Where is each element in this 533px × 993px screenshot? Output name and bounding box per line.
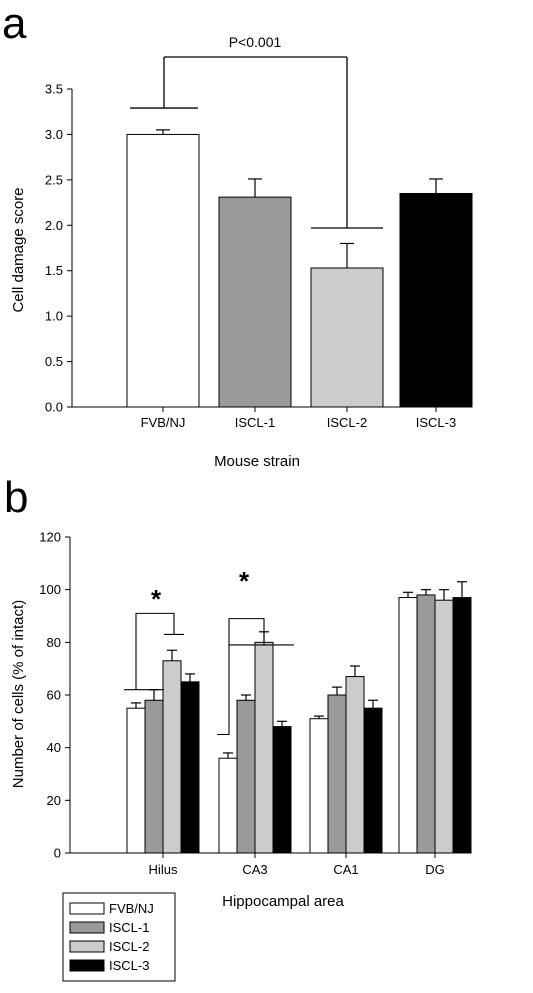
chart-a-xtick-label: ISCL-1 xyxy=(235,415,275,430)
legend-swatch-iscl-1 xyxy=(69,921,105,934)
panel-a-letter: a xyxy=(2,0,27,48)
bar-dg-iscl-1 xyxy=(416,594,436,854)
chart-a-ytick-label: 3.5 xyxy=(45,82,63,97)
chart-a-ytick-label: 2.0 xyxy=(45,218,63,233)
bar-dg-fvb-nj xyxy=(398,597,418,854)
bar-iscl-2 xyxy=(310,267,384,408)
chart-b-ylabel: Number of cells (% of intact) xyxy=(10,600,27,788)
chart-b-ytick-label: 120 xyxy=(39,530,61,545)
bar-hilus-iscl-2 xyxy=(162,660,182,854)
p-value-label: P<0.001 xyxy=(229,34,282,50)
bar-iscl-3 xyxy=(399,192,473,408)
legend: FVB/NJ ISCL-1 ISCL-2 ISCL-3 xyxy=(62,892,176,982)
bar-ca1-iscl-2 xyxy=(345,676,365,854)
bar-ca3-iscl-1 xyxy=(236,699,256,854)
bar-ca3-fvb-nj xyxy=(218,757,238,854)
chart-b-xtick-label: Hilus xyxy=(149,862,178,877)
chart-a-ylabel: Cell damage score xyxy=(10,187,27,312)
bracket-ca3 xyxy=(217,618,294,736)
chart-b: 0 20 40 60 80 100 120 Hilus CA3 CA1 DG xyxy=(39,530,472,877)
chart-a-ytick-label: 1.5 xyxy=(45,263,63,278)
chart-a-annotation: P<0.001 xyxy=(130,34,383,229)
bracket-hilus xyxy=(124,612,184,691)
chart-a-ytick-label: 1.0 xyxy=(45,309,63,324)
chart-b-xtick-label: CA3 xyxy=(242,862,267,877)
significance-star-hilus: * xyxy=(151,584,162,614)
bar-hilus-fvb-nj xyxy=(126,707,146,854)
bar-dg-iscl-2 xyxy=(434,599,454,854)
legend-label-iscl-2: ISCL-2 xyxy=(109,939,149,954)
bar-ca3-iscl-3 xyxy=(272,726,292,854)
chart-a-ytick-label: 0.5 xyxy=(45,354,63,369)
bar-fvb-nj xyxy=(126,133,200,408)
chart-b-xtick-label: DG xyxy=(425,862,445,877)
legend-swatch-fvb-nj xyxy=(69,902,105,915)
bar-hilus-iscl-3 xyxy=(180,681,200,854)
legend-swatch-iscl-3 xyxy=(69,959,105,972)
bar-dg-iscl-3 xyxy=(452,597,472,854)
chart-a-ytick-label: 2.5 xyxy=(45,172,63,187)
bar-ca1-iscl-3 xyxy=(363,707,383,854)
chart-b-annotations: * * xyxy=(124,566,294,736)
chart-b-ytick-label: 40 xyxy=(47,740,61,755)
chart-b-ytick-label: 0 xyxy=(54,846,61,861)
chart-a-xtick-label: FVB/NJ xyxy=(141,415,186,430)
panel-b-letter: b xyxy=(4,473,28,522)
bar-ca3-iscl-2 xyxy=(254,641,274,854)
bar-hilus-iscl-1 xyxy=(144,699,164,854)
legend-label-iscl-1: ISCL-1 xyxy=(109,920,149,935)
chart-b-ytick-label: 20 xyxy=(47,793,61,808)
legend-label-fvb-nj: FVB/NJ xyxy=(109,901,154,916)
legend-swatch-iscl-2 xyxy=(69,940,105,953)
significance-star-ca3: * xyxy=(239,566,250,596)
chart-a-xtick-label: ISCL-3 xyxy=(416,415,456,430)
legend-label-iscl-3: ISCL-3 xyxy=(109,958,149,973)
bar-ca1-fvb-nj xyxy=(309,718,329,854)
chart-a-xlabel: Mouse strain xyxy=(214,453,300,470)
chart-b-ytick-label: 60 xyxy=(47,688,61,703)
chart-b-xtick-label: CA1 xyxy=(333,862,358,877)
chart-a: 0.0 0.5 1.0 1.5 2.0 2.5 3.0 3.5 FVB/NJ ISCL-1 ISCL… xyxy=(45,82,473,430)
bar-ca1-iscl-1 xyxy=(327,694,347,854)
chart-b-ytick-label: 100 xyxy=(39,582,61,597)
bar-iscl-1 xyxy=(218,196,292,408)
chart-b-ytick-label: 80 xyxy=(47,635,61,650)
chart-a-ytick-label: 3.0 xyxy=(45,127,63,142)
chart-b-xlabel: Hippocampal area xyxy=(222,893,344,910)
chart-a-xtick-label: ISCL-2 xyxy=(327,415,367,430)
chart-a-ytick-label: 0.0 xyxy=(45,400,63,415)
